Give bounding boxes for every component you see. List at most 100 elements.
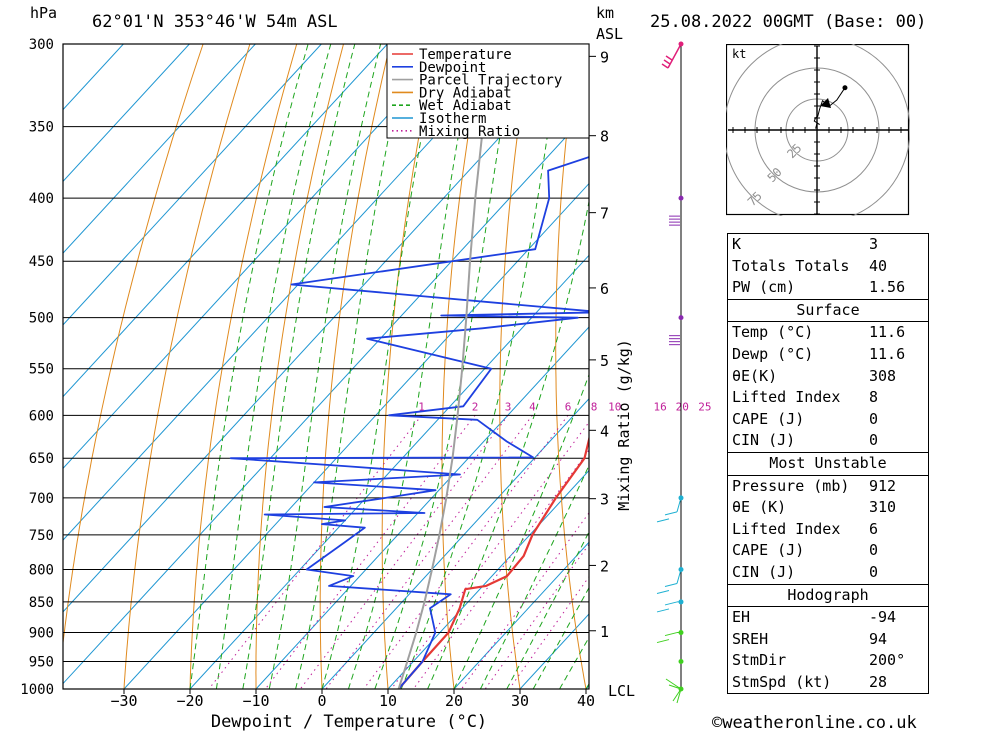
legend-label-4: Wet Adiabat <box>419 98 512 114</box>
dry-adiabat-line <box>189 44 298 689</box>
index-value: 200° <box>869 651 906 670</box>
index-section-title: Surface <box>796 300 860 319</box>
x-tick-label: 10 <box>379 692 397 710</box>
isotherm-line <box>63 44 388 398</box>
index-label: StmDir <box>732 651 787 670</box>
isotherm-line <box>63 111 589 685</box>
pressure-tick-label: 650 <box>29 451 54 467</box>
legend-label-3: Dry Adiabat <box>419 85 512 101</box>
mixing-ratio-label: 16 <box>653 400 666 413</box>
index-label: StmSpd (kt) <box>732 672 832 691</box>
series-parcel-trajectory <box>397 44 501 689</box>
x-tick-label: 20 <box>445 692 463 710</box>
dry-adiabat-line <box>123 44 251 689</box>
pressure-tick-label: 1000 <box>20 682 54 698</box>
isotherm-line <box>453 541 589 689</box>
mixing-ratio-label: 2 <box>472 400 479 413</box>
series-temperature <box>397 434 589 689</box>
index-row: θE (K) 310 <box>728 497 928 519</box>
index-row: StmSpd (kt) 28 <box>728 672 928 694</box>
mixing-ratio-line <box>363 414 569 689</box>
km-tick-label: 1 <box>600 623 609 641</box>
x-tick-label: 0 <box>317 692 326 710</box>
mixing-ratio-label: 6 <box>565 400 572 413</box>
index-label: CIN (J) <box>732 562 796 581</box>
isotherm-line <box>63 44 520 541</box>
index-label: θE (K) <box>732 498 787 517</box>
wet-adiabat-line <box>427 199 589 689</box>
isotherm-line <box>63 44 454 470</box>
wind-level-marker <box>678 659 684 665</box>
isotherm-line <box>255 326 589 689</box>
index-value: 11.6 <box>869 323 906 342</box>
km-tick-label: 5 <box>600 352 609 370</box>
hodograph-trace <box>813 87 846 129</box>
mixing-ratio-line <box>508 575 589 689</box>
index-value: 94 <box>869 629 888 648</box>
hpa-unit-label: hPa <box>30 4 58 22</box>
mixing-ratio-line <box>461 512 589 689</box>
asl-unit-label: ASL <box>596 25 624 43</box>
index-value: 3 <box>869 235 879 253</box>
index-label: CIN (J) <box>732 431 796 450</box>
km-unit-label: km <box>596 4 615 22</box>
index-label: SREH <box>732 629 769 648</box>
index-label: θE(K) <box>732 366 778 385</box>
wind-barb <box>656 601 681 613</box>
km-tick-label: 7 <box>600 205 609 223</box>
pressure-tick-label: 400 <box>29 191 54 207</box>
km-tick-label: 2 <box>600 557 609 575</box>
index-label: Lifted Index <box>732 519 841 538</box>
index-row: Pressure (mb) 912 <box>728 476 928 498</box>
legend-label-0: Temperature <box>419 47 512 63</box>
index-row: Lifted Index 6 <box>728 519 928 541</box>
mixing-ratio-label: 10 <box>608 400 621 413</box>
mixing-ratio-line <box>265 414 476 689</box>
isotherm-line <box>63 44 124 111</box>
index-value: 308 <box>869 366 897 385</box>
hodograph-unit: kt <box>732 47 746 61</box>
wind-barb <box>661 43 682 69</box>
dry-adiabat-line <box>555 44 587 689</box>
index-value: 912 <box>869 476 897 495</box>
mixing-ratio-label: 4 <box>529 400 536 413</box>
index-value: 0 <box>869 431 879 450</box>
legend-box <box>386 43 590 139</box>
index-value: 0 <box>869 562 879 581</box>
index-label: Pressure (mb) <box>732 476 850 495</box>
wind-barb <box>665 678 682 704</box>
index-row: θE(K) 308 <box>728 366 928 388</box>
km-tick-label: 9 <box>600 48 609 66</box>
isotherm-line <box>321 398 589 689</box>
x-tick-label: −10 <box>242 692 269 710</box>
index-row: Temp (°C) 11.6 <box>728 322 928 344</box>
isotherm-line <box>63 44 190 183</box>
legend-label-5: Isotherm <box>419 111 486 127</box>
storm-motion-marker <box>820 98 831 108</box>
x-tick-label: 40 <box>577 692 595 710</box>
pressure-tick-label: 600 <box>29 408 54 424</box>
index-label: CAPE (J) <box>732 541 805 560</box>
index-value: 40 <box>869 256 888 275</box>
index-label: Dewp (°C) <box>732 344 814 363</box>
dry-adiabat-line <box>952 44 1000 689</box>
index-row: CIN (J) 0 <box>728 562 928 584</box>
isotherm-line <box>123 182 589 689</box>
mixing-ratio-label: 20 <box>676 400 689 413</box>
km-tick-label: 4 <box>600 422 609 440</box>
dry-adiabat-line <box>662 44 718 689</box>
index-value: 11.6 <box>869 344 906 363</box>
x-tick-label: −20 <box>176 692 203 710</box>
index-value: 6 <box>869 519 879 538</box>
index-value: 1.56 <box>869 278 906 297</box>
dry-adiabat-line <box>63 44 204 648</box>
pressure-tick-label: 550 <box>29 362 54 378</box>
lcl-label: LCL <box>608 682 635 700</box>
dry-adiabat-line <box>255 44 344 689</box>
km-tick-label: 3 <box>600 491 609 509</box>
wind-level-marker <box>678 195 684 201</box>
index-label: EH <box>732 608 751 627</box>
wind-barb <box>656 569 682 594</box>
